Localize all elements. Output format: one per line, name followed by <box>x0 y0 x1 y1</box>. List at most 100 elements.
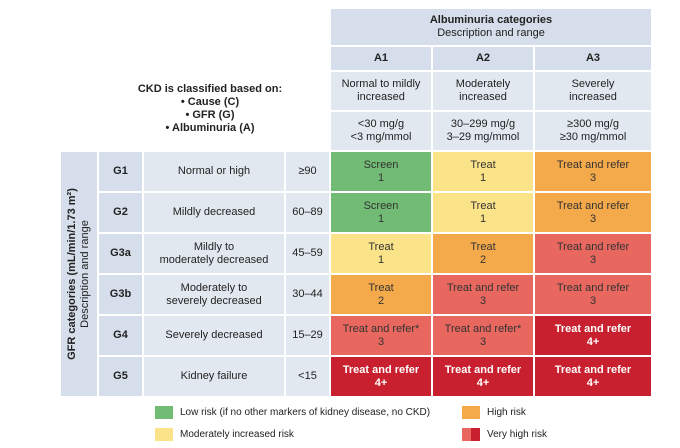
cell-action: Treat <box>470 240 496 253</box>
cell-action: Treat <box>470 199 496 212</box>
cell-action: Treat <box>368 281 394 294</box>
cell-level: 3 <box>377 335 385 348</box>
row-code: G3a <box>98 233 143 274</box>
row-description: Kidney failure <box>143 356 285 397</box>
cell-level: 3 <box>589 253 597 266</box>
classification-heading: CKD is classified based on: <box>137 83 283 95</box>
cell-level: 1 <box>377 253 385 266</box>
row-code: G1 <box>98 151 143 192</box>
cell-level: 4+ <box>586 376 600 389</box>
column-description: Normal to mildly increased <box>330 71 432 111</box>
cell-action: Treat and refer* <box>342 322 420 335</box>
row-description: Moderately to severely decreased <box>143 274 285 315</box>
row-range: 45–59 <box>285 233 330 274</box>
legend-swatch <box>471 428 480 441</box>
risk-cell: Treat and refer* 3 <box>330 315 432 356</box>
column-code: A1 <box>330 46 432 71</box>
legend-label: Very high risk <box>487 429 548 440</box>
risk-cell: Treat 1 <box>330 233 432 274</box>
cell-action: Screen <box>363 199 399 212</box>
row-range: ≥90 <box>285 151 330 192</box>
risk-cell: Treat and refer 3 <box>534 151 652 192</box>
legend-label: Low risk (if no other markers of kidney … <box>180 407 431 418</box>
risk-cell: Screen 1 <box>330 192 432 233</box>
cell-level: 4+ <box>586 335 600 348</box>
column-code: A2 <box>432 46 534 71</box>
risk-cell: Treat 2 <box>432 233 534 274</box>
classification-item: • Albuminuria (A) <box>165 122 255 134</box>
row-code: G3b <box>98 274 143 315</box>
cell-action: Treat and refer <box>556 281 630 294</box>
cell-level: 1 <box>377 171 385 184</box>
risk-cell: Treat and refer 3 <box>534 233 652 274</box>
cell-level: 3 <box>479 335 487 348</box>
row-description: Mildly decreased <box>143 192 285 233</box>
risk-cell: Treat and refer 4+ <box>330 356 432 397</box>
row-description: Normal or high <box>143 151 285 192</box>
classification-note: CKD is classified based on: • Cause (C) • … <box>130 78 290 140</box>
cell-action: Treat <box>470 158 496 171</box>
cell-action: Treat and refer <box>444 363 522 376</box>
risk-cell: Treat 1 <box>432 151 534 192</box>
cell-action: Treat and refer <box>342 363 420 376</box>
row-range: 60–89 <box>285 192 330 233</box>
risk-cell: Treat and refer 4+ <box>534 315 652 356</box>
cell-action: Treat and refer <box>446 281 520 294</box>
legend-swatch <box>155 406 173 419</box>
column-range: <30 mg/g <3 mg/mmol <box>330 111 432 151</box>
legend-label: Moderately increased risk <box>180 429 294 440</box>
risk-cell: Treat and refer 3 <box>432 274 534 315</box>
cell-level: 2 <box>479 253 487 266</box>
row-range: 30–44 <box>285 274 330 315</box>
risk-cell: Treat and refer* 3 <box>432 315 534 356</box>
risk-cell: Treat and refer 3 <box>534 274 652 315</box>
column-range: ≥300 mg/g ≥30 mg/mmol <box>534 111 652 151</box>
classification-item: • Cause (C) <box>180 96 240 108</box>
header-subtitle: Description and range <box>437 27 545 39</box>
risk-cell: Treat and refer 3 <box>534 192 652 233</box>
cell-level: 3 <box>589 171 597 184</box>
column-code: A3 <box>534 46 652 71</box>
cell-level: 4+ <box>374 376 388 389</box>
row-code: G5 <box>98 356 143 397</box>
cell-action: Treat and refer <box>556 240 630 253</box>
column-range: 30–299 mg/g 3–29 mg/mmol <box>432 111 534 151</box>
cell-level: 1 <box>479 171 487 184</box>
cell-action: Treat and refer <box>554 363 632 376</box>
cell-action: Screen <box>363 158 399 171</box>
gfr-axis-label: GFR categories (mL/min/1.73 m²) Descripti… <box>63 150 95 398</box>
cell-action: Treat and refer <box>554 322 632 335</box>
risk-cell: Treat 2 <box>330 274 432 315</box>
column-description: Severely increased <box>534 71 652 111</box>
legend-swatch <box>462 428 471 441</box>
column-description: Moderately increased <box>432 71 534 111</box>
row-code: G4 <box>98 315 143 356</box>
row-description: Mildly to moderately decreased <box>143 233 285 274</box>
cell-action: Treat <box>368 240 394 253</box>
cell-level: 3 <box>479 294 487 307</box>
risk-cell: Treat and refer 4+ <box>432 356 534 397</box>
legend-label: High risk <box>487 407 526 418</box>
legend-swatch <box>155 428 173 441</box>
risk-cell: Treat 1 <box>432 192 534 233</box>
row-range: 15–29 <box>285 315 330 356</box>
cell-level: 2 <box>377 294 385 307</box>
classification-item: • GFR (G) <box>185 109 235 121</box>
row-range: <15 <box>285 356 330 397</box>
cell-level: 3 <box>589 212 597 225</box>
cell-level: 1 <box>479 212 487 225</box>
albuminuria-header: Albuminuria categories Description and ra… <box>330 8 652 46</box>
gfr-axis-subtitle: Description and range <box>79 220 91 328</box>
cell-action: Treat and refer* <box>444 322 522 335</box>
risk-cell: Treat and refer 4+ <box>534 356 652 397</box>
gfr-axis-title: GFR categories (mL/min/1.73 m²) <box>66 188 78 360</box>
cell-level: 1 <box>377 212 385 225</box>
row-description: Severely decreased <box>143 315 285 356</box>
cell-action: Treat and refer <box>556 158 630 171</box>
cell-action: Treat and refer <box>556 199 630 212</box>
cell-level: 3 <box>589 294 597 307</box>
cell-level: 4+ <box>476 376 490 389</box>
risk-cell: Screen 1 <box>330 151 432 192</box>
gfr-axis-band <box>60 151 98 397</box>
